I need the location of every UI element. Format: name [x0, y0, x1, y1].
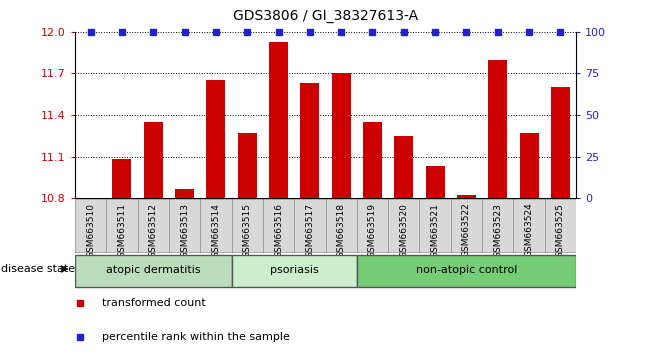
Text: psoriasis: psoriasis — [270, 265, 318, 275]
Bar — [519, 133, 538, 198]
Bar — [551, 87, 570, 198]
Text: atopic dermatitis: atopic dermatitis — [106, 265, 201, 275]
Bar — [269, 41, 288, 198]
Bar — [175, 189, 194, 198]
Text: GSM663513: GSM663513 — [180, 202, 189, 258]
Bar — [488, 59, 507, 198]
Bar — [326, 198, 357, 253]
Text: GSM663512: GSM663512 — [148, 202, 158, 257]
Text: non-atopic control: non-atopic control — [416, 265, 517, 275]
Bar — [363, 122, 382, 198]
Text: GSM663520: GSM663520 — [399, 202, 408, 257]
Bar — [113, 159, 132, 198]
Bar — [238, 133, 256, 198]
Text: disease state: disease state — [1, 264, 75, 274]
Bar — [545, 198, 576, 253]
Bar — [201, 198, 232, 253]
Text: GSM663515: GSM663515 — [243, 202, 252, 258]
Bar — [332, 74, 351, 198]
Bar — [75, 198, 106, 253]
Text: GSM663514: GSM663514 — [212, 202, 220, 257]
Bar — [395, 136, 413, 198]
Bar — [263, 198, 294, 253]
Bar — [426, 166, 445, 198]
Bar — [457, 195, 476, 198]
Bar — [75, 255, 232, 287]
Bar — [206, 80, 225, 198]
Text: GSM663522: GSM663522 — [462, 202, 471, 257]
Bar — [137, 198, 169, 253]
Text: GSM663524: GSM663524 — [525, 202, 534, 257]
Bar — [419, 198, 450, 253]
Text: GSM663516: GSM663516 — [274, 202, 283, 258]
Text: transformed count: transformed count — [102, 298, 206, 308]
Text: GSM663525: GSM663525 — [556, 202, 565, 257]
Text: GDS3806 / GI_38327613-A: GDS3806 / GI_38327613-A — [233, 9, 418, 23]
Bar — [482, 198, 514, 253]
Text: GSM663521: GSM663521 — [431, 202, 439, 257]
Text: GSM663519: GSM663519 — [368, 202, 377, 258]
Text: GSM663510: GSM663510 — [86, 202, 95, 258]
Bar — [106, 198, 137, 253]
Bar — [514, 198, 545, 253]
Bar — [232, 255, 357, 287]
Text: GSM663511: GSM663511 — [117, 202, 126, 258]
Bar — [169, 198, 201, 253]
Bar — [357, 198, 388, 253]
Bar — [232, 198, 263, 253]
Bar — [450, 198, 482, 253]
Bar — [301, 83, 319, 198]
Text: GSM663523: GSM663523 — [493, 202, 503, 257]
Bar — [144, 122, 163, 198]
Bar — [294, 198, 326, 253]
Text: GSM663518: GSM663518 — [337, 202, 346, 258]
Text: percentile rank within the sample: percentile rank within the sample — [102, 332, 290, 342]
Bar — [388, 198, 419, 253]
Text: GSM663517: GSM663517 — [305, 202, 314, 258]
Bar — [357, 255, 576, 287]
